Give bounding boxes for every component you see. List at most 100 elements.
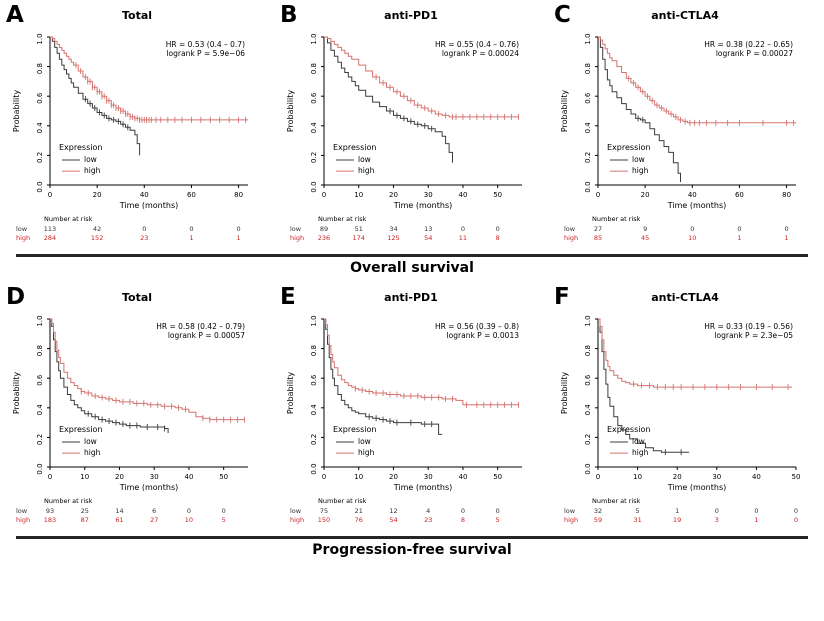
risk-value: 9 [643,225,647,233]
y-tick-label: 0.8 [310,345,318,356]
legend-label-low: low [632,155,645,164]
risk-value: 27 [594,225,602,233]
km-curve-low [50,318,169,433]
stat-line: HR = 0.33 (0.19 – 0.56) [704,322,793,331]
legend-label-low: low [358,155,371,164]
y-tick-label: 0.0 [310,181,318,192]
x-tick-label: 80 [234,191,243,199]
x-tick-label: 0 [596,191,600,199]
risk-row-label-low: low [16,225,28,233]
panel-title-f: anti-CTLA4 [651,291,719,304]
risk-value: 32 [594,507,602,515]
stat-line: logrank P = 0.00024 [442,49,519,58]
y-tick-label: 0.8 [36,63,44,74]
risk-value: 1 [754,516,758,524]
risk-table-label: Number at risk [592,215,641,223]
risk-table: Number at risk low 93 25 14 6 0 0 high 183 87 61 27 1… [16,497,226,524]
legend: Expression low high [333,143,376,175]
risk-value: 0 [496,507,500,515]
risk-value: 236 [318,234,330,242]
y-tick-label: 0.4 [310,404,318,416]
risk-row-label-high: high [16,234,30,242]
x-tick-label: 50 [493,473,502,481]
y-tick-label: 0.4 [36,404,44,416]
legend-label-low: low [84,437,97,446]
x-axis-title: Time (months) [667,483,727,492]
risk-value: 0 [461,507,465,515]
risk-value: 0 [715,507,719,515]
x-tick-label: 40 [752,473,761,481]
risk-row-label-high: high [16,516,30,524]
panel-title-b: anti-PD1 [384,9,438,22]
row-caption-overall-survival: Overall survival [16,254,808,280]
km-curve-high [598,36,796,126]
panel-title-a: Total [121,9,153,22]
stat-line: HR = 0.53 (0.4 – 0.7) [166,40,245,49]
risk-value: 284 [44,234,56,242]
axes: 0 20 40 60 80 0.0 0.2 0.4 0.6 0.8 1.0 Time (months)… [12,33,248,210]
x-tick-label: 20 [115,473,124,481]
legend-label-low: low [632,437,645,446]
risk-row-label-low: low [564,507,576,515]
stats-annotation: HR = 0.55 (0.4 – 0.76)logrank P = 0.0002… [435,40,519,58]
risk-value: 10 [185,516,193,524]
km-panel-c: C anti-CTLA4 0 20 40 60 80 0.0 0.2 0.4 0.6 0.8 1.0… [548,4,822,254]
risk-value: 174 [353,234,365,242]
risk-row-label-low: low [290,225,302,233]
legend: Expression low high [59,425,102,457]
risk-value: 1 [785,234,789,242]
y-axis-title: Probability [12,90,21,133]
risk-value: 152 [91,234,103,242]
stats-annotation: HR = 0.56 (0.39 – 0.8)logrank P = 0.0013 [435,322,519,340]
risk-value: 14 [115,507,123,515]
y-tick-label: 1.0 [310,315,318,326]
risk-value: 25 [81,507,89,515]
risk-table-label: Number at risk [44,215,93,223]
axes: 0 10 20 30 40 50 0.0 0.2 0.4 0.6 0.8 1.0 Time (month… [560,315,800,492]
risk-table: Number at risk low 75 21 12 4 0 0 high 150 76 54 23 8… [290,497,500,524]
x-tick-label: 0 [48,191,52,199]
y-tick-label: 0.8 [584,63,592,74]
legend-title: Expression [333,143,376,152]
km-plot-c: 0 20 40 60 80 0.0 0.2 0.4 0.6 0.8 1.0 Time (months)… [560,33,796,242]
legend-label-low: low [358,437,371,446]
risk-value: 11 [459,234,467,242]
y-tick-label: 0.6 [310,92,318,104]
y-tick-label: 0.2 [310,434,318,445]
x-tick-label: 40 [184,473,193,481]
legend-title: Expression [59,425,102,434]
risk-value: 0 [785,225,789,233]
y-tick-label: 0.2 [310,152,318,163]
legend: Expression low high [333,425,376,457]
risk-value: 54 [389,516,397,524]
risk-value: 34 [389,225,397,233]
y-tick-label: 0.4 [36,122,44,134]
y-tick-label: 0.4 [310,122,318,134]
y-tick-label: 0.6 [310,374,318,386]
km-curve-high [50,318,245,423]
risk-value: 54 [424,234,432,242]
risk-value: 76 [355,516,363,524]
risk-row-label-high: high [290,516,304,524]
risk-value: 87 [81,516,89,524]
stat-line: logrank P = 0.0013 [447,331,520,340]
stats-annotation: HR = 0.33 (0.19 – 0.56)logrank P = 2.3e−… [704,322,793,340]
legend-label-high: high [358,448,375,457]
x-axis-title: Time (months) [119,201,179,210]
risk-row-label-low: low [16,507,28,515]
risk-value: 45 [641,234,649,242]
x-tick-label: 10 [80,473,89,481]
x-tick-label: 10 [354,473,363,481]
risk-value: 23 [140,234,148,242]
row-overall-survival: A Total 0 20 40 60 80 0.0 0.2 0.4 0.6 0.8 1.0 Time … [0,4,824,254]
risk-value: 4 [426,507,430,515]
y-tick-label: 0.2 [584,152,592,163]
panel-title-c: anti-CTLA4 [651,9,719,22]
x-tick-label: 0 [596,473,600,481]
risk-value: 31 [633,516,641,524]
risk-value: 5 [496,516,500,524]
axes: 0 10 20 30 40 50 0.0 0.2 0.4 0.6 0.8 1.0 Time (month… [286,315,522,492]
